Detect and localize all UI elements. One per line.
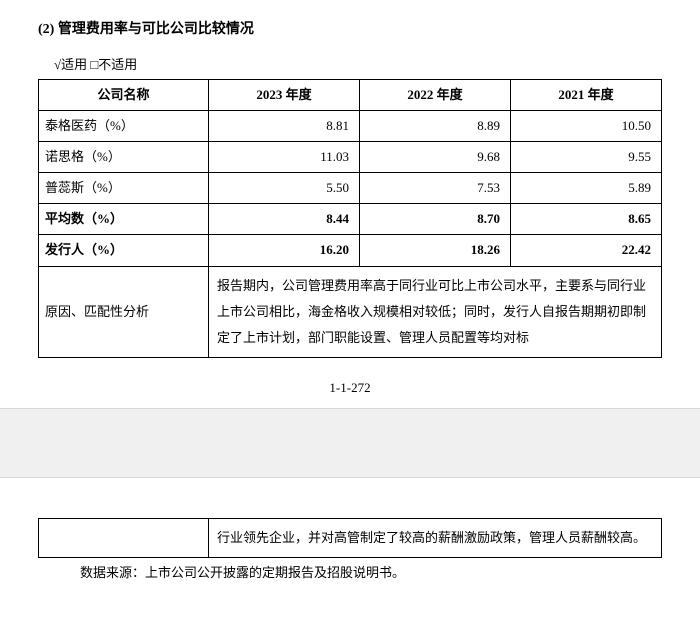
cell-name: 诺思格（%） (39, 142, 209, 173)
cell-y2021: 9.55 (511, 142, 662, 173)
cell-y2022: 18.26 (360, 235, 511, 266)
analysis-text-p1: 报告期内，公司管理费用率高于同行业可比上市公司水平，主要系与同行业上市公司相比，… (209, 266, 662, 357)
header-name: 公司名称 (39, 80, 209, 111)
cell-y2022: 8.89 (360, 111, 511, 142)
header-2021: 2021 年度 (511, 80, 662, 111)
page-1: (2) 管理费用率与可比公司比较情况 √适用 □不适用 公司名称 2023 年度… (0, 0, 700, 408)
cell-y2021: 8.65 (511, 204, 662, 235)
header-2022: 2022 年度 (360, 80, 511, 111)
cell-y2022: 7.53 (360, 173, 511, 204)
table-row: 泰格医药（%）8.818.8910.50 (39, 111, 662, 142)
cell-y2023: 16.20 (209, 235, 360, 266)
header-2023: 2023 年度 (209, 80, 360, 111)
cell-name: 平均数（%） (39, 204, 209, 235)
cell-y2023: 5.50 (209, 173, 360, 204)
table-row: 诺思格（%）11.039.689.55 (39, 142, 662, 173)
data-source: 数据来源：上市公司公开披露的定期报告及招股说明书。 (38, 562, 662, 581)
cell-y2023: 11.03 (209, 142, 360, 173)
cell-name: 发行人（%） (39, 235, 209, 266)
analysis-row: 原因、匹配性分析 报告期内，公司管理费用率高于同行业可比上市公司水平，主要系与同… (39, 266, 662, 357)
applicable-line: √适用 □不适用 (54, 54, 662, 73)
cell-name: 泰格医药（%） (39, 111, 209, 142)
cell-y2022: 8.70 (360, 204, 511, 235)
analysis-text-p2: 行业领先企业，并对高管制定了较高的薪酬激励政策，管理人员薪酬较高。 (209, 518, 662, 557)
cell-y2021: 22.42 (511, 235, 662, 266)
cell-name: 普蕊斯（%） (39, 173, 209, 204)
page-number: 1-1-272 (38, 380, 662, 396)
analysis-label-cont (39, 518, 209, 557)
table-row: 发行人（%）16.2018.2622.42 (39, 235, 662, 266)
section-title: (2) 管理费用率与可比公司比较情况 (38, 18, 662, 38)
analysis-row-cont: 行业领先企业，并对高管制定了较高的薪酬激励政策，管理人员薪酬较高。 (39, 518, 662, 557)
table-header-row: 公司名称 2023 年度 2022 年度 2021 年度 (39, 80, 662, 111)
cell-y2021: 10.50 (511, 111, 662, 142)
cell-y2023: 8.44 (209, 204, 360, 235)
table-row: 普蕊斯（%）5.507.535.89 (39, 173, 662, 204)
comparison-table: 公司名称 2023 年度 2022 年度 2021 年度 泰格医药（%）8.81… (38, 79, 662, 358)
table-row: 平均数（%）8.448.708.65 (39, 204, 662, 235)
continuation-table: 行业领先企业，并对高管制定了较高的薪酬激励政策，管理人员薪酬较高。 (38, 518, 662, 558)
cell-y2021: 5.89 (511, 173, 662, 204)
page-2: 行业领先企业，并对高管制定了较高的薪酬激励政策，管理人员薪酬较高。 数据来源：上… (0, 478, 700, 595)
analysis-label: 原因、匹配性分析 (39, 266, 209, 357)
page-gap (0, 408, 700, 478)
cell-y2023: 8.81 (209, 111, 360, 142)
cell-y2022: 9.68 (360, 142, 511, 173)
